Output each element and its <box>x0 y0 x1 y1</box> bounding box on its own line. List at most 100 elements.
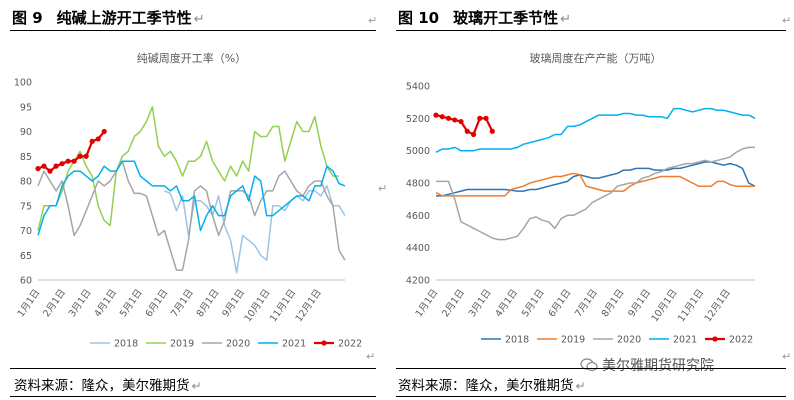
y-tick-label: 5400 <box>406 82 430 93</box>
data-point-2022 <box>41 163 47 169</box>
x-tick-label: 12月1日 <box>294 287 324 324</box>
y-tick-label: 100 <box>14 78 32 89</box>
y-tick-label: 4400 <box>406 243 430 254</box>
right-figure-text: 玻璃开工季节性 <box>453 9 559 27</box>
data-point-2022 <box>89 138 95 144</box>
return-mark-icon: ↵ <box>575 379 586 393</box>
x-tick-label: 9月1日 <box>626 287 653 319</box>
legend-label-2019: 2019 <box>561 335 585 346</box>
y-tick-label: 65 <box>20 251 32 262</box>
x-tick-label: 5月1日 <box>520 287 547 319</box>
data-point-2022 <box>95 136 101 142</box>
series-line-2019 <box>37 106 339 231</box>
left-footer-rule <box>10 396 376 397</box>
x-tick-label: 7月1日 <box>169 287 196 319</box>
legend-label-2019: 2019 <box>170 339 194 350</box>
y-tick-label: 85 <box>20 152 32 163</box>
right-bottom-rule <box>396 368 786 369</box>
data-point-2022 <box>464 128 470 134</box>
data-point-2022 <box>65 158 71 164</box>
left-figure-text: 纯碱上游开工季节性 <box>56 9 192 27</box>
x-tick-label: 12月1日 <box>703 287 733 324</box>
x-tick-label: 1月1日 <box>16 287 43 319</box>
data-point-2022 <box>445 115 452 121</box>
series-line-2021 <box>37 160 346 236</box>
data-point-2022 <box>439 114 445 120</box>
left-figure-title: 图 9 纯碱上游开工季节性 ↵ <box>12 7 205 28</box>
legend-label-2022: 2022 <box>729 335 753 346</box>
x-tick-label: 4月1日 <box>92 287 119 319</box>
x-tick-label: 6月1日 <box>144 287 171 319</box>
x-tick-label: 6月1日 <box>547 287 574 319</box>
left-source-text: 资料来源：隆众，美尔雅期货 <box>14 378 190 394</box>
x-tick-label: 5月1日 <box>118 287 145 319</box>
legend-marker-2022 <box>712 336 718 342</box>
series-line-2018 <box>164 185 346 274</box>
y-tick-label: 75 <box>20 201 32 212</box>
series-line-2022 <box>435 114 494 136</box>
data-point-2022 <box>489 128 495 134</box>
left-bottom-rule <box>10 368 376 369</box>
return-mark-icon: ↵ <box>378 182 388 195</box>
data-point-2022 <box>83 153 89 159</box>
right-figure-title: 图 10 玻璃开工季节性 ↵ <box>398 7 571 28</box>
y-tick-label: 4200 <box>406 276 430 287</box>
soda-ash-operating-rate-chart: 纯碱周度开工率（%） 60 65 70 75 80 85 90 95 100 1月1日2月1日3月1… <box>14 51 362 350</box>
x-tick-label: 2月1日 <box>440 287 467 319</box>
y-tick-label: 4800 <box>406 179 430 190</box>
return-mark-icon: ↵ <box>368 14 378 27</box>
right-source-note: 资料来源：隆众，美尔雅期货 ↵ <box>398 374 586 394</box>
data-point-2022 <box>77 153 83 159</box>
x-tick-label: 3月1日 <box>67 287 94 319</box>
series-line-2018 <box>436 161 756 197</box>
series-line-2019 <box>435 172 755 197</box>
return-mark-icon: ↵ <box>193 12 205 27</box>
series-line-2021 <box>435 107 756 153</box>
return-mark-icon: ↵ <box>560 12 572 27</box>
data-point-2022 <box>59 161 65 167</box>
y-tick-label: 80 <box>20 177 32 188</box>
data-point-2022 <box>470 131 477 138</box>
data-point-2022 <box>71 158 77 164</box>
x-tick-label: 9月1日 <box>220 287 247 319</box>
return-mark-icon: ↵ <box>782 14 792 27</box>
y-tick-label: 95 <box>20 102 32 113</box>
x-tick-label: 8月1日 <box>195 287 222 319</box>
data-point-2022 <box>477 115 483 121</box>
data-point-2022 <box>101 128 107 135</box>
x-tick-label: 3月1日 <box>467 287 494 319</box>
left-source-note: 资料来源：隆众，美尔雅期货 ↵ <box>14 374 202 394</box>
legend-label-2018: 2018 <box>114 339 138 350</box>
data-point-2022 <box>47 168 53 174</box>
watermark: 美尔雅期货研究院 <box>580 355 714 375</box>
left-figure-number: 图 9 <box>12 9 43 27</box>
y-tick-label: 5000 <box>406 146 430 157</box>
return-mark-icon: ↵ <box>366 350 376 363</box>
data-point-2022 <box>452 117 458 123</box>
return-mark-icon: ↵ <box>191 379 202 393</box>
legend-label-2021: 2021 <box>673 335 697 346</box>
right-footer-rule <box>396 396 786 397</box>
y-tick-label: 5200 <box>406 114 430 125</box>
chart-title: 纯碱周度开工率（%） <box>137 51 246 65</box>
y-tick-label: 70 <box>20 226 32 237</box>
series-line-2020 <box>37 160 346 271</box>
right-source-text: 资料来源：隆众，美尔雅期货 <box>398 378 574 394</box>
x-tick-label: 8月1日 <box>600 287 627 319</box>
glass-capacity-chart: 玻璃周度在产产能（万吨） 4200 4400 4600 4800 5000 5200 5400… <box>406 51 756 346</box>
right-figure-number: 图 10 <box>398 9 440 27</box>
x-tick-label: 10月1日 <box>649 287 679 324</box>
y-tick-label: 4600 <box>406 211 430 222</box>
watermark-text: 美尔雅期货研究院 <box>602 358 714 374</box>
legend-label-2020: 2020 <box>617 335 641 346</box>
data-point-2022 <box>35 166 41 172</box>
return-mark-icon: ↵ <box>782 350 792 363</box>
x-tick-label: 1月1日 <box>414 287 441 319</box>
data-point-2022 <box>53 163 59 169</box>
right-top-rule <box>396 30 786 31</box>
legend-label-2021: 2021 <box>282 339 306 350</box>
series-line-2020 <box>436 146 755 241</box>
y-tick-label: 60 <box>20 276 32 287</box>
legend-marker-2022 <box>321 340 327 346</box>
data-point-2022 <box>433 112 439 118</box>
